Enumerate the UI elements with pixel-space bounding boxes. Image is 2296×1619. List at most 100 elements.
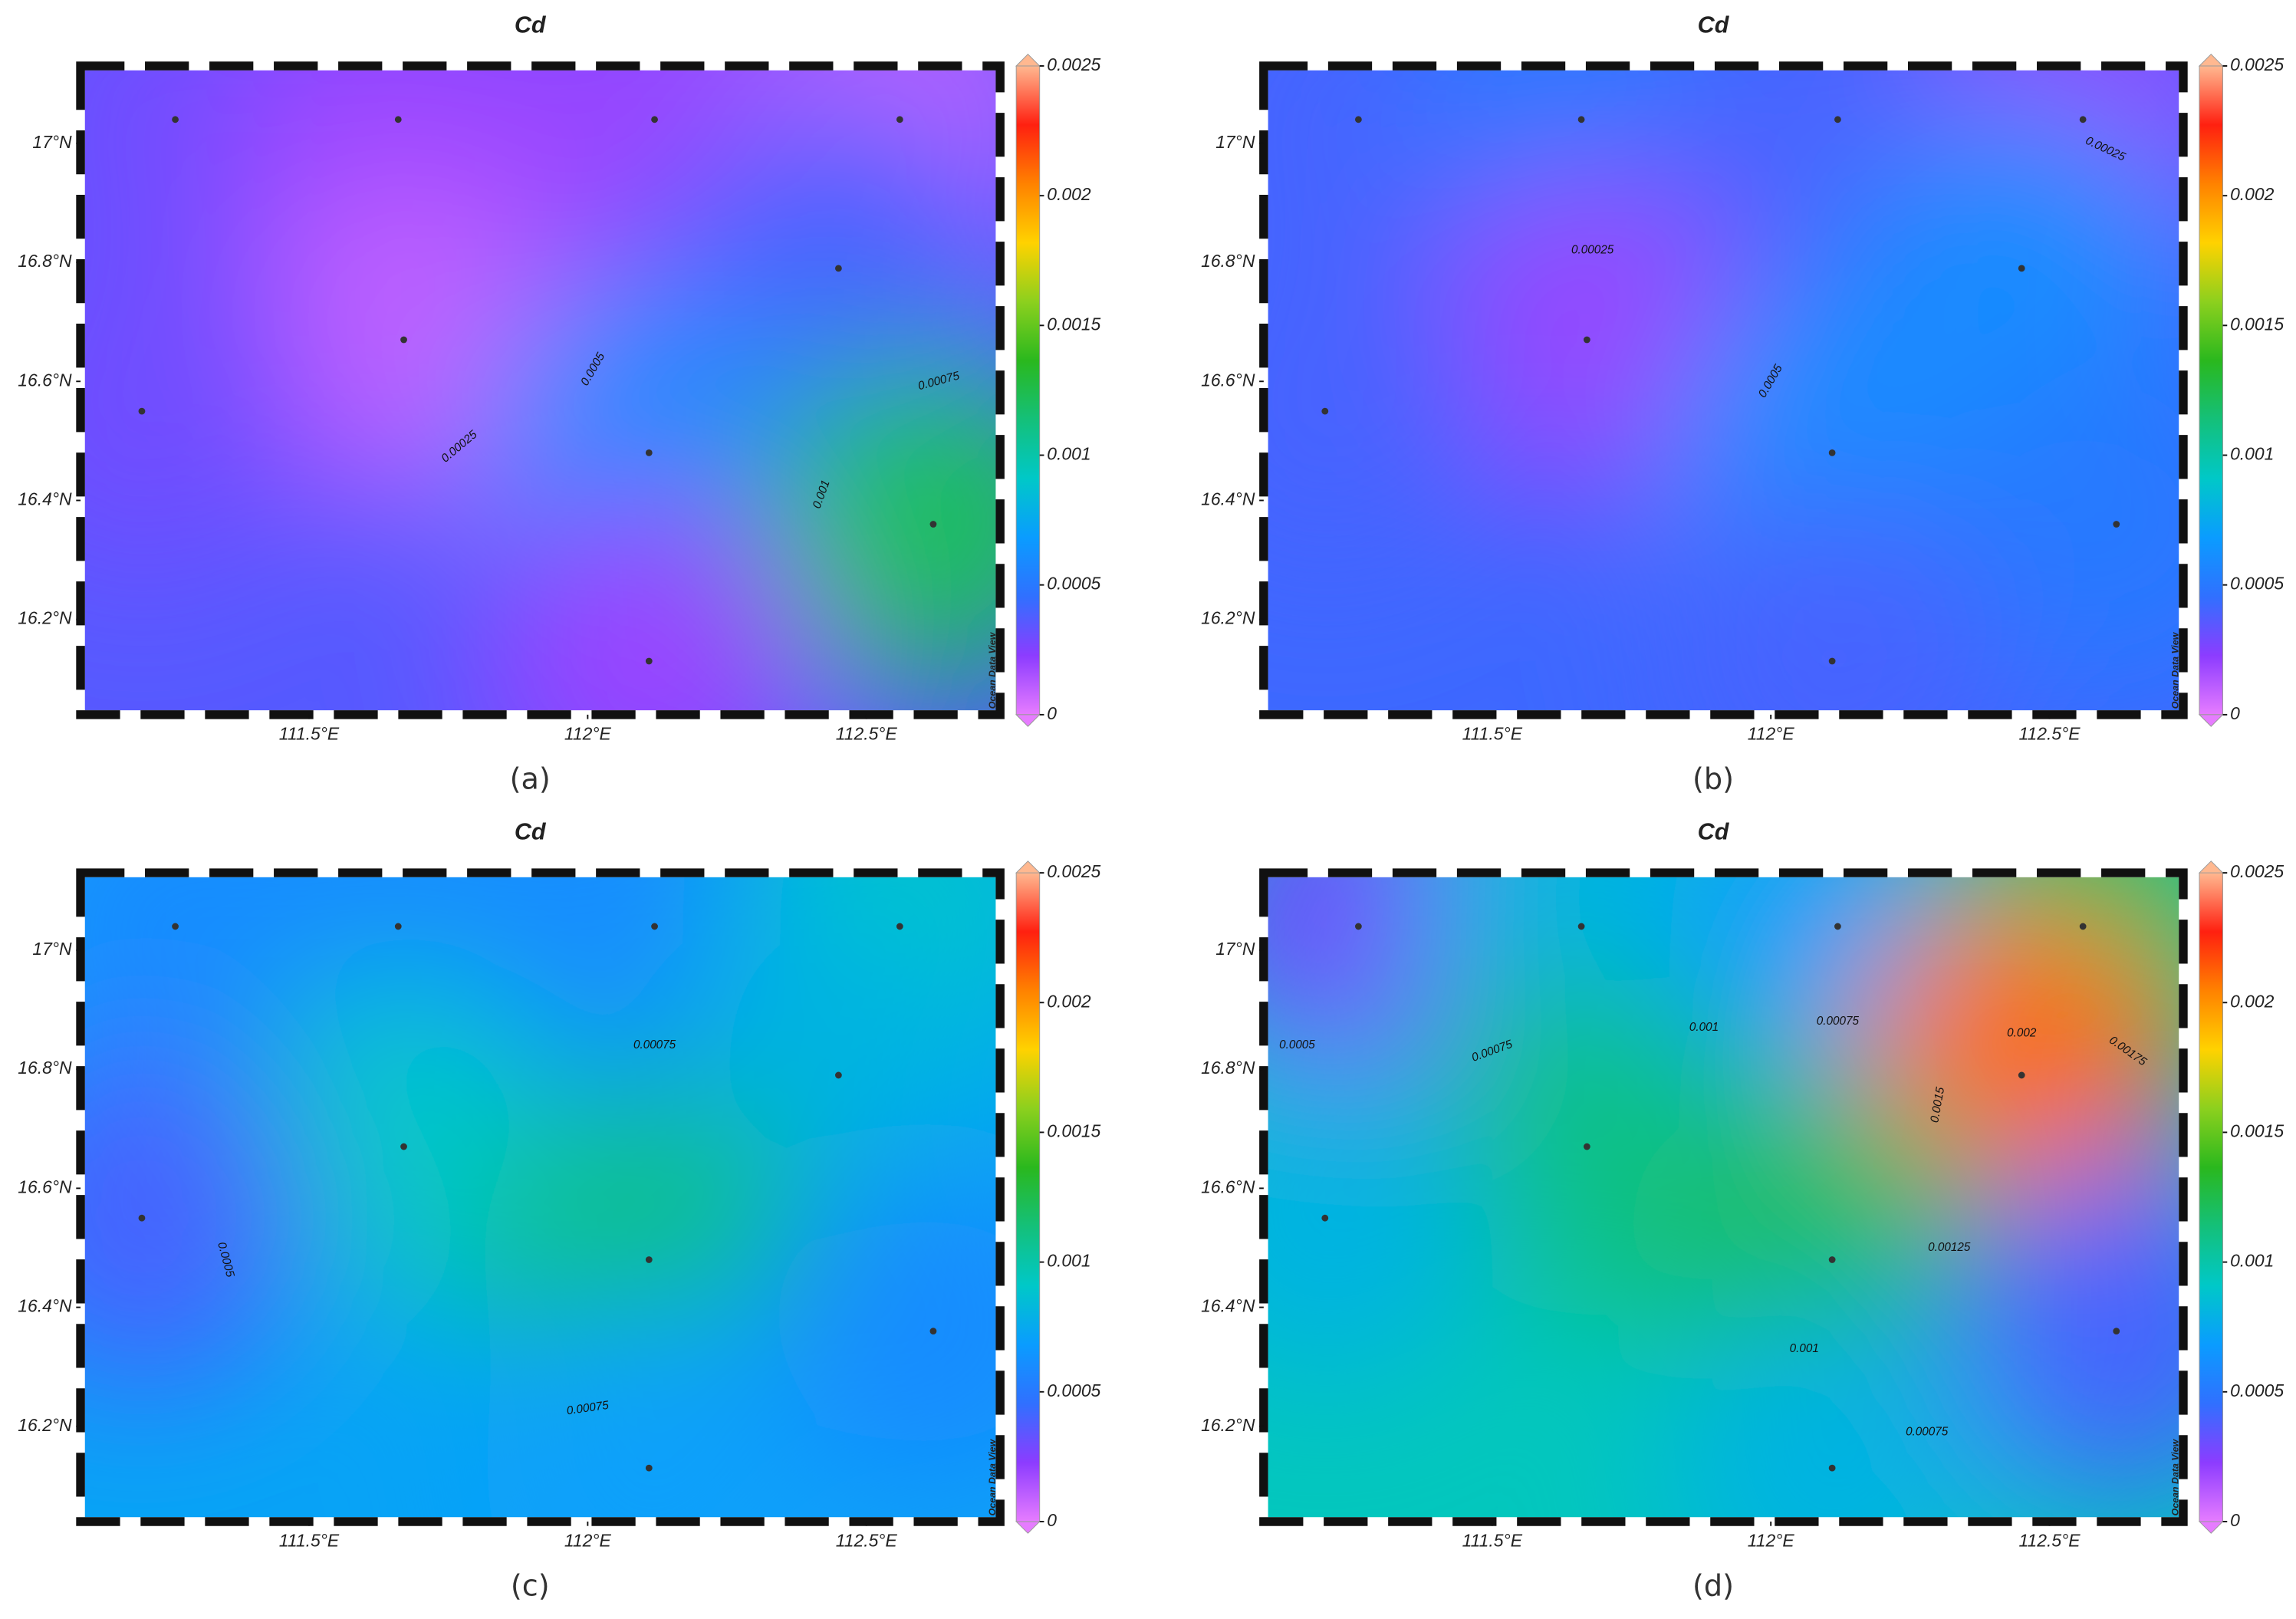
map-frame-ticks — [76, 61, 1005, 719]
y-tick-label: 16.4°N — [18, 1296, 72, 1316]
station — [2079, 116, 2087, 123]
colorbar-tick-label: 0.0015 — [1047, 1120, 1100, 1140]
y-tick-label: 16.8°N — [18, 1058, 72, 1078]
field — [81, 65, 1001, 715]
colorbar-tick-label: 0.002 — [2230, 991, 2275, 1011]
colorbar-label: Ocean Data View — [987, 631, 998, 709]
contour-label: 0.0005 — [1279, 1038, 1315, 1051]
colorbar-top-arrow — [2198, 54, 2224, 67]
colorbar-label: Ocean Data View — [2170, 1438, 2181, 1515]
station — [2113, 521, 2120, 528]
x-tick-label: 111.5°E — [1462, 724, 1523, 744]
x-tick-label: 112.5°E — [2019, 724, 2081, 744]
colorbar-tick-label: 0.0025 — [1047, 54, 1100, 74]
station — [1577, 923, 1585, 930]
contour-label: 0.00125 — [1928, 1241, 1971, 1254]
station — [896, 923, 903, 930]
map-frame-ticks — [76, 868, 1005, 1526]
station — [138, 407, 146, 415]
station — [1583, 336, 1590, 344]
field-blob — [480, 492, 817, 715]
station — [1828, 1256, 1836, 1263]
colorbar-tick-label: 0.0015 — [2230, 1120, 2284, 1140]
contour-label: 0.001 — [1689, 1021, 1719, 1034]
y-tick-label: 16.4°N — [1201, 489, 1255, 509]
contour-label: 0.00075 — [1906, 1426, 1949, 1439]
panel: Cd 16.2°N 16.4°N 16.6°N 16.8°N 17°N 111.5°E 112… — [18, 12, 1100, 796]
y-tick-label: 16.8°N — [1201, 251, 1255, 271]
colorbar-tick-label: 0.0015 — [2230, 314, 2284, 334]
field-blob — [1263, 1049, 1494, 1387]
station — [172, 923, 179, 930]
colorbar-tick-label: 0.0025 — [2230, 54, 2284, 74]
y-tick-label: 16.6°N — [1201, 1176, 1255, 1196]
field-blob — [765, 1163, 1001, 1500]
field-blob — [1263, 242, 1494, 580]
colorbar-tick-label: 0 — [2230, 703, 2240, 723]
y-tick-label: 16.2°N — [18, 608, 72, 628]
colorbar-tick-label: 0.0025 — [2230, 861, 2284, 881]
contour-label: 0.00075 — [1817, 1015, 1860, 1028]
station — [1355, 116, 1362, 123]
station — [645, 449, 653, 456]
colorbar-tick-label: 0.001 — [2230, 444, 2274, 464]
colorbar-tick-label: 0.0005 — [2230, 574, 2284, 594]
colorbar-top-arrow — [1015, 54, 1041, 67]
field-blob — [1948, 1163, 2183, 1500]
y-tick-label: 16.2°N — [1201, 608, 1255, 628]
panel-title: Cd — [1698, 12, 1730, 38]
station — [929, 1328, 937, 1335]
station — [834, 265, 842, 272]
field-blob — [765, 356, 1001, 693]
y-tick-label: 17°N — [32, 939, 72, 959]
y-tick-label: 17°N — [1215, 132, 1255, 152]
colorbar-label: Ocean Data View — [2170, 631, 2181, 709]
colorbar-bottom-arrow — [1015, 1521, 1041, 1534]
x-tick-label: 112.5°E — [836, 724, 898, 744]
x-tick-label: 112.5°E — [836, 1531, 898, 1551]
station — [1834, 116, 1841, 123]
colorbar — [1015, 872, 1041, 1522]
colorbar-tick-label: 0.0005 — [1047, 574, 1100, 594]
colorbar-label: Ocean Data View — [987, 1438, 998, 1515]
colorbar-bottom-arrow — [2198, 1521, 2224, 1534]
x-tick-label: 112.5°E — [2019, 1531, 2081, 1551]
field-blob — [81, 242, 311, 580]
station — [645, 1256, 653, 1263]
panel: Cd 16.2°N 16.4°N 16.6°N 16.8°N 17°N 111.5°E 112… — [1201, 12, 2284, 796]
station — [896, 116, 903, 123]
colorbar — [1015, 65, 1041, 716]
colorbar-tick-label: 0 — [1047, 703, 1057, 723]
colorbar-tick-label: 0.0025 — [1047, 861, 1100, 881]
station — [1828, 657, 1836, 665]
x-tick-label: 112°E — [564, 724, 612, 744]
colorbar-tick-label: 0 — [2230, 1510, 2240, 1530]
field — [1263, 65, 2183, 715]
station — [645, 1464, 653, 1472]
y-tick-label: 17°N — [32, 132, 72, 152]
x-tick-label: 111.5°E — [1462, 1531, 1523, 1551]
colorbar-tick-label: 0.002 — [2230, 184, 2275, 204]
colorbar-tick-label: 0.001 — [1047, 444, 1090, 464]
field-blob — [1663, 1299, 2001, 1522]
station — [834, 1071, 842, 1079]
field-blob — [1663, 492, 2001, 715]
field-blob — [1948, 356, 2183, 693]
y-tick-label: 16.4°N — [1201, 1296, 1255, 1316]
x-tick-label: 112°E — [1748, 724, 1795, 744]
field-blobs — [81, 65, 1001, 715]
colorbar-top-arrow — [1015, 861, 1041, 874]
x-tick-label: 112°E — [1748, 1531, 1795, 1551]
station — [394, 116, 402, 123]
station — [394, 923, 402, 930]
colorbar-bottom-arrow — [2198, 714, 2224, 727]
station — [1834, 923, 1841, 930]
field — [1263, 873, 2183, 1522]
y-tick-label: 16.2°N — [1201, 1415, 1255, 1435]
station — [172, 116, 179, 123]
colorbar-tick-label: 0.0005 — [1047, 1380, 1100, 1400]
panel-label: (a) — [510, 762, 551, 796]
y-tick-label: 17°N — [1215, 939, 1255, 959]
x-tick-label: 111.5°E — [279, 724, 340, 744]
